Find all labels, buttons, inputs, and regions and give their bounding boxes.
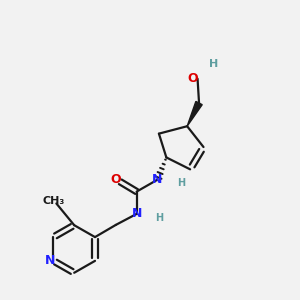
Text: O: O — [187, 72, 197, 85]
Text: CH₃: CH₃ — [42, 196, 64, 206]
Text: N: N — [152, 173, 163, 186]
Text: O: O — [110, 173, 121, 186]
Text: H: H — [177, 178, 185, 188]
Text: H: H — [209, 59, 218, 69]
Polygon shape — [187, 101, 202, 126]
Text: H: H — [155, 213, 163, 223]
Text: N: N — [45, 254, 56, 267]
Text: N: N — [131, 207, 142, 220]
